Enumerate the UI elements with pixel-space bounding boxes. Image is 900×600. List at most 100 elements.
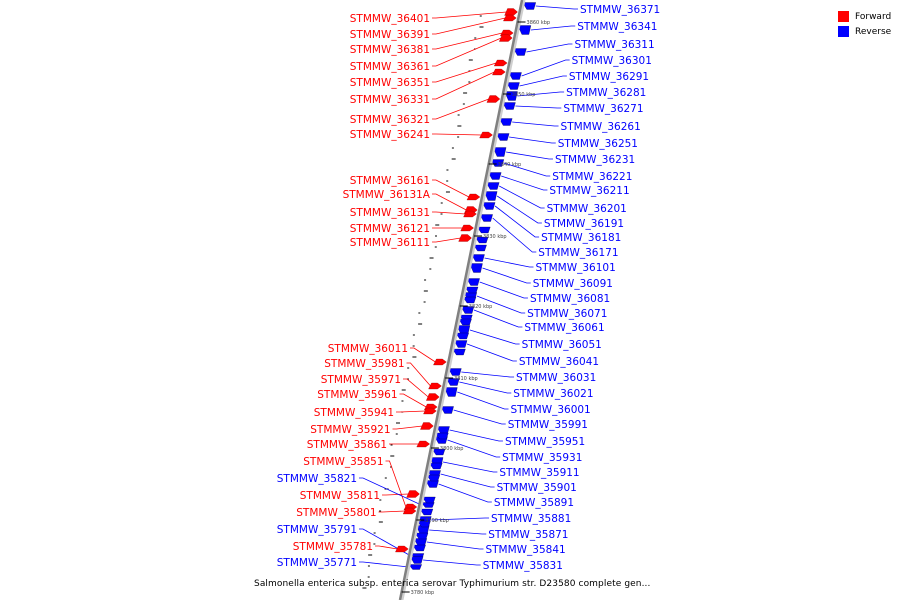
- reverse-gene-label: STMMW_36251: [558, 138, 638, 150]
- forward-leader-line: [382, 493, 409, 496]
- reverse-gene-label: STMMW_35771: [277, 557, 357, 569]
- reverse-gene: [462, 296, 477, 304]
- forward-gene-label: STMMW_36331: [350, 94, 430, 106]
- tick-label: 3830 kbp: [483, 234, 507, 240]
- reverse-gene-label: STMMW_36091: [533, 278, 613, 290]
- reverse-leader-line: [526, 43, 573, 53]
- reverse-gene-label: STMMW_35951: [505, 436, 585, 448]
- reverse-leader-line: [535, 5, 578, 10]
- reverse-gene-label: STMMW_36261: [561, 121, 641, 133]
- reverse-gene-label: STMMW_36191: [544, 218, 624, 230]
- reverse-leader-line: [482, 267, 531, 284]
- forward-gene-label: STMMW_36321: [350, 114, 430, 126]
- reverse-gene-label: STMMW_36341: [577, 21, 657, 33]
- reverse-gene: [522, 2, 536, 10]
- forward-leader-line: [432, 133, 482, 136]
- forward-gene: [499, 34, 513, 42]
- reverse-leader-line: [426, 541, 484, 550]
- reverse-leader-line: [506, 151, 553, 160]
- reverse-leader-line: [442, 461, 498, 473]
- forward-gene-label: STMMW_36011: [328, 343, 408, 355]
- reverse-gene-label: STMMW_36231: [555, 154, 635, 166]
- tick-label: 3780 kbp: [411, 590, 435, 596]
- reverse-gene: [448, 368, 462, 376]
- reverse-gene: [419, 508, 434, 516]
- reverse-gene: [408, 564, 422, 570]
- reverse-gene-label: STMMW_36001: [511, 404, 591, 416]
- reverse-gene: [479, 214, 493, 222]
- legend-forward-label: Forward: [855, 11, 892, 22]
- reverse-gene-label: STMMW_35791: [277, 524, 357, 536]
- forward-gene-label: STMMW_36131: [350, 207, 430, 219]
- reverse-gene-label: STMMW_36051: [522, 339, 602, 351]
- reverse-leader-line: [484, 257, 534, 268]
- forward-gene-label: STMMW_35851: [303, 456, 383, 468]
- forward-gene: [492, 68, 506, 76]
- reverse-gene-label: STMMW_36201: [547, 203, 627, 215]
- reverse-leader-line: [440, 473, 495, 488]
- forward-gene-label: STMMW_35861: [307, 439, 387, 451]
- reverse-gene-label: STMMW_35911: [499, 467, 579, 479]
- forward-leader-line: [375, 545, 398, 550]
- reverse-gene: [455, 332, 469, 340]
- reverse-gene: [517, 25, 532, 35]
- reverse-leader-line: [501, 175, 548, 191]
- forward-leader-line: [403, 378, 429, 398]
- reverse-leader-line: [503, 162, 551, 177]
- reverse-gene-label: STMMW_36061: [524, 322, 604, 334]
- reverse-leader-line: [476, 295, 526, 314]
- reverse-gene: [421, 502, 435, 508]
- reverse-gene: [426, 474, 441, 482]
- forward-gene-label: STMMW_35781: [293, 541, 373, 553]
- forward-gene: [486, 95, 501, 103]
- forward-gene: [428, 382, 442, 390]
- reverse-gene: [444, 387, 458, 397]
- forward-gene-label: STMMW_36351: [350, 77, 430, 89]
- forward-gene: [420, 422, 434, 430]
- forward-gene: [503, 14, 517, 22]
- reverse-leader-line: [359, 561, 409, 568]
- forward-gene: [463, 210, 477, 218]
- forward-swatch: [838, 11, 849, 22]
- reverse-gene-label: STMMW_36211: [549, 185, 629, 197]
- forward-leader-line: [432, 211, 466, 215]
- reverse-gene-label: STMMW_36101: [536, 262, 616, 274]
- reverse-gene: [409, 556, 424, 564]
- reverse-leader-line: [449, 429, 503, 442]
- forward-gene-label: STMMW_36361: [350, 61, 430, 73]
- reverse-gene-label: STMMW_35871: [488, 529, 568, 541]
- forward-leader-line: [432, 62, 497, 83]
- forward-leader-line: [392, 425, 423, 430]
- reverse-swatch: [838, 26, 849, 37]
- forward-gene: [423, 407, 437, 415]
- reverse-gene: [487, 172, 502, 180]
- reverse-gene-label: STMMW_35821: [277, 473, 357, 485]
- forward-leader-line: [432, 237, 461, 243]
- reverse-gene: [464, 286, 479, 294]
- reverse-leader-line: [438, 483, 492, 503]
- reverse-leader-line: [530, 25, 576, 31]
- reverse-leader-line: [519, 75, 567, 87]
- forward-leader-line: [432, 11, 507, 19]
- reverse-leader-line: [473, 309, 523, 328]
- reverse-gene: [513, 48, 527, 56]
- reverse-leader-line: [466, 343, 517, 362]
- forward-gene-label: STMMW_36241: [350, 129, 430, 141]
- tick-label: 3790 kbp: [425, 518, 449, 524]
- forward-gene: [493, 59, 508, 67]
- forward-leader-line: [399, 393, 427, 408]
- reverse-gene-label: STMMW_36311: [574, 39, 654, 51]
- reverse-leader-line: [457, 391, 509, 410]
- reverse-gene-label: STMMW_36021: [513, 388, 593, 400]
- backbone-shadow: [400, 0, 526, 600]
- forward-gene-label: STMMW_36121: [350, 223, 430, 235]
- reverse-gene-label: STMMW_36031: [516, 372, 596, 384]
- forward-leader-line: [406, 362, 431, 387]
- reverse-gene-label: STMMW_36081: [530, 293, 610, 305]
- reverse-gene: [473, 244, 487, 252]
- reverse-gene: [508, 72, 522, 80]
- reverse-leader-line: [515, 105, 562, 109]
- forward-leader-line: [432, 17, 506, 35]
- forward-gene-label: STMMW_35811: [300, 490, 380, 502]
